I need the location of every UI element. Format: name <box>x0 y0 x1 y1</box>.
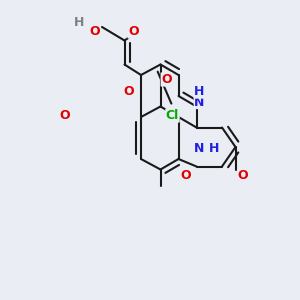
Text: O: O <box>59 109 70 122</box>
Text: O: O <box>181 169 191 182</box>
Text: O: O <box>89 25 100 38</box>
Text: O: O <box>161 73 172 86</box>
Text: H: H <box>208 142 219 155</box>
Text: H: H <box>194 85 205 98</box>
Text: Cl: Cl <box>166 109 179 122</box>
Text: N: N <box>194 95 205 109</box>
Text: N: N <box>194 142 205 155</box>
Text: O: O <box>238 169 248 182</box>
Text: H: H <box>74 16 85 29</box>
Text: O: O <box>124 85 134 98</box>
Text: O: O <box>128 25 139 38</box>
